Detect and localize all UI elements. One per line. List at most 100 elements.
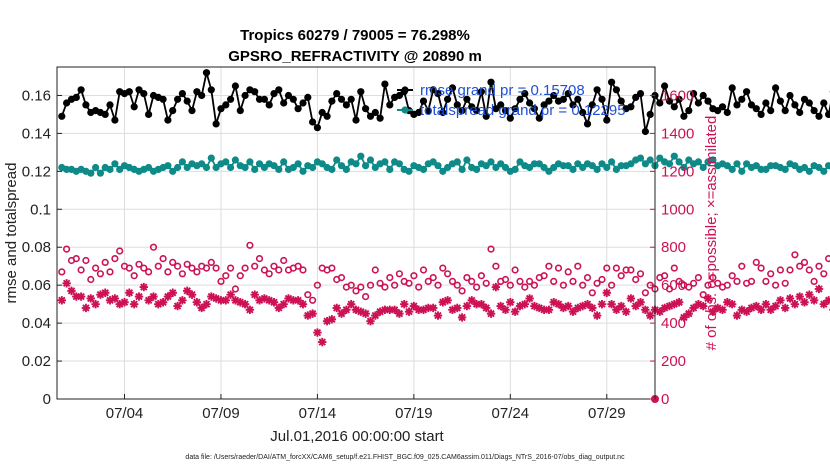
data-point-totalspread [685, 156, 693, 164]
data-point-totalspread [694, 158, 703, 166]
data-point-assimilated [747, 303, 756, 313]
data-point-assimilated [496, 301, 505, 311]
data-point-assimilated [400, 299, 409, 309]
data-point-possible [689, 279, 698, 287]
data-point-assimilated [727, 299, 737, 309]
data-point-rmse [164, 116, 172, 124]
data-point-rmse [178, 90, 186, 98]
data-point-totalspread [318, 160, 326, 168]
data-point-totalspread [641, 160, 650, 168]
data-point-assimilated [221, 296, 230, 305]
data-point-possible [231, 285, 239, 293]
data-point-totalspread [87, 169, 95, 177]
data-point-assimilated [790, 299, 800, 309]
data-point-possible [554, 264, 563, 272]
data-point-rmse [598, 95, 606, 103]
data-point-totalspread [309, 163, 317, 172]
data-point-possible [270, 262, 278, 270]
data-point-possible [723, 281, 731, 289]
data-point-assimilated [438, 298, 448, 307]
data-point-rmse [743, 88, 751, 96]
data-point-assimilated [723, 298, 732, 307]
data-point-possible [313, 281, 322, 289]
data-point-assimilated [390, 305, 399, 315]
data-point-possible [473, 283, 481, 291]
data-point-rmse [772, 84, 780, 92]
data-point-possible [714, 279, 722, 287]
data-point-totalspread [511, 165, 519, 173]
right-axis-ticks: 0 200 400 600 800 1000 1200 1400 1600 [650, 87, 694, 408]
data-point-assimilated [708, 307, 718, 316]
data-point-rmse [752, 105, 760, 113]
data-point-assimilated [670, 299, 679, 309]
data-point-totalspread [743, 160, 751, 168]
data-point-possible [202, 264, 211, 272]
data-point-rmse [371, 108, 379, 117]
data-point-possible [299, 266, 307, 274]
data-point-rmse [434, 90, 442, 98]
y-tick-label-right: 0 [661, 391, 669, 408]
data-point-possible [632, 275, 640, 284]
data-point-totalspread [275, 165, 283, 173]
data-point-possible [82, 256, 90, 265]
y-tick-label-left: 0.12 [22, 163, 51, 180]
data-point-assimilated [380, 305, 390, 315]
y-tick-label-right: 400 [661, 315, 686, 332]
data-point-possible [694, 274, 703, 282]
data-point-totalspread [569, 165, 577, 173]
data-point-possible [91, 264, 100, 272]
data-point-rmse [130, 103, 138, 111]
data-point-assimilated [274, 303, 284, 313]
data-point-rmse [212, 120, 220, 128]
data-point-totalspread [333, 156, 341, 164]
data-point-rmse [636, 90, 645, 98]
data-point-rmse [352, 116, 360, 124]
data-point-possible [227, 264, 235, 272]
data-point-assimilated [530, 301, 539, 311]
series-layer [57, 69, 830, 403]
data-point-rmse [227, 95, 235, 103]
data-point-rmse [714, 107, 722, 115]
data-point-assimilated [231, 296, 240, 305]
data-point-rmse [260, 95, 268, 103]
data-point-possible [448, 277, 457, 286]
data-point-assimilated [448, 305, 457, 315]
data-point-possible [516, 277, 524, 286]
data-point-rmse [202, 69, 211, 77]
data-point-assimilated [554, 299, 563, 309]
data-point-possible [815, 262, 823, 270]
data-point-assimilated [588, 303, 597, 313]
x-axis-label: Jul.01,2016 00:00:00 start [270, 428, 444, 445]
data-point-possible [458, 287, 466, 295]
data-point-rmse [357, 88, 365, 96]
data-point-possible [159, 255, 167, 263]
data-point-totalspread [405, 167, 413, 175]
data-point-assimilated [501, 305, 510, 315]
data-point-assimilated [216, 296, 226, 305]
series-line-rmse [60, 72, 830, 132]
data-point-assimilated [101, 288, 110, 297]
data-point-totalspread [627, 160, 635, 168]
data-point-possible [757, 264, 765, 272]
data-point-rmse [762, 99, 770, 107]
data-point-rmse [275, 86, 283, 94]
data-point-rmse [612, 86, 621, 94]
data-point-possible [796, 262, 804, 270]
footer-data-file: data file: /Users/raeder/DAI/ATM_forcXX/… [185, 454, 625, 461]
data-point-assimilated [617, 301, 626, 311]
data-point-rmse [747, 101, 756, 109]
data-point-possible [294, 262, 302, 270]
data-point-assimilated [337, 309, 346, 318]
data-point-possible [149, 243, 158, 251]
data-point-rmse [690, 90, 698, 98]
data-point-possible [337, 274, 346, 282]
data-point-possible [376, 279, 384, 287]
data-point-possible [636, 270, 645, 278]
x-tick-label: 07/24 [492, 405, 530, 422]
data-point-assimilated [694, 299, 703, 309]
data-point-totalspread [419, 165, 428, 173]
data-point-rmse [284, 91, 293, 100]
data-point-assimilated [120, 298, 129, 307]
